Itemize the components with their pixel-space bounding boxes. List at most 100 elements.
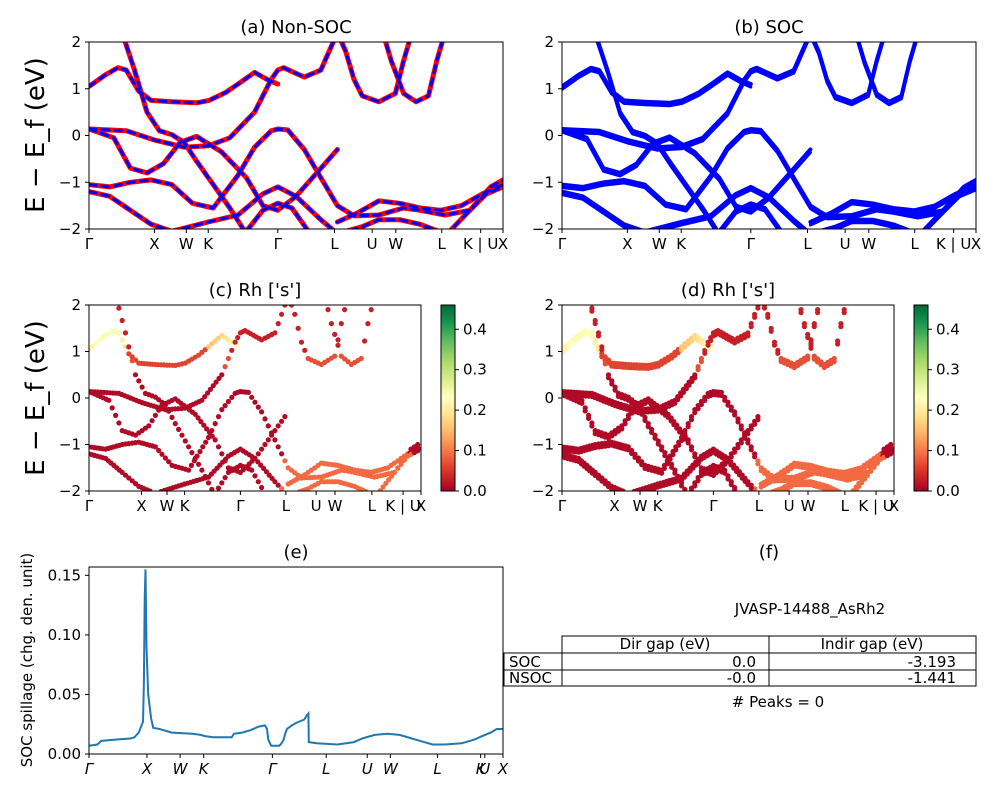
d2-pt bbox=[665, 414, 671, 420]
d2-pt bbox=[798, 310, 804, 316]
c-pt bbox=[204, 426, 210, 432]
b-blue-band-0 bbox=[562, 65, 753, 105]
c-pt bbox=[139, 384, 145, 390]
d2-pt bbox=[635, 405, 642, 411]
c-pt bbox=[179, 432, 185, 438]
panel-e-plot bbox=[89, 569, 503, 747]
d-pt bbox=[682, 486, 688, 491]
d2-pt bbox=[680, 389, 687, 395]
d2-pt bbox=[761, 305, 768, 311]
b-blue2-band-10 bbox=[856, 42, 918, 107]
c-pt bbox=[279, 451, 285, 457]
d2-pt bbox=[695, 406, 701, 412]
c-pt bbox=[255, 451, 261, 457]
c-pt bbox=[255, 404, 261, 410]
d2-pt bbox=[639, 411, 645, 417]
panel-b-ytick-label: 1 bbox=[544, 80, 554, 98]
c-pt bbox=[342, 307, 348, 313]
c-pt bbox=[195, 415, 201, 421]
panel-a-xtick-label: K | U bbox=[463, 235, 498, 253]
colorbar-c: 0.0 0.1 0.2 0.3 0.4 bbox=[440, 304, 487, 500]
c-pt bbox=[368, 307, 374, 313]
c-pt bbox=[395, 465, 401, 471]
c-pt bbox=[146, 423, 152, 429]
a-blue-band-1 bbox=[89, 42, 335, 149]
panel-f: (f) JVASP-14488_AsRh2 Dir gap (eV) Indir ga… bbox=[503, 542, 977, 711]
c-pt bbox=[222, 364, 228, 370]
colorbar-c-tick-label: 0.0 bbox=[463, 482, 487, 500]
c-pt bbox=[186, 444, 192, 450]
colorbar-d-bar bbox=[913, 304, 929, 492]
d2-pt bbox=[831, 358, 837, 365]
colorbar-c-tick-label: 0.1 bbox=[463, 442, 487, 460]
c-pt bbox=[335, 342, 341, 348]
d2-pt bbox=[671, 422, 677, 428]
panel-c-frame bbox=[88, 304, 422, 492]
c-pt bbox=[229, 347, 235, 353]
d2-pt bbox=[718, 392, 725, 398]
d2-pt bbox=[752, 454, 758, 460]
d2-pt bbox=[808, 340, 814, 346]
d2-pt bbox=[815, 310, 821, 316]
d2-pt bbox=[708, 338, 714, 344]
panel-e-xtick-label: X bbox=[497, 760, 509, 778]
c-pt bbox=[216, 375, 222, 381]
c-pt bbox=[255, 479, 261, 485]
panel-d-xtick-label: Γ bbox=[709, 497, 718, 515]
panel-e-xtick-label: K bbox=[199, 760, 210, 778]
d2-pt bbox=[685, 440, 691, 446]
b-blue2-band-7 bbox=[808, 186, 976, 227]
c-pt bbox=[169, 414, 175, 420]
c-pt bbox=[182, 438, 188, 444]
c-pt bbox=[401, 457, 407, 463]
panel-a-xtick-label: Γ bbox=[274, 235, 283, 253]
d2-pt bbox=[722, 470, 728, 476]
c-pt bbox=[259, 484, 265, 491]
c-pt bbox=[391, 469, 397, 475]
d2-pt bbox=[871, 464, 877, 470]
panel-b-xtick-label: K | U bbox=[936, 235, 971, 253]
panel-b-ytick-label: 0 bbox=[544, 127, 554, 145]
d2-pt bbox=[678, 483, 685, 489]
colorbar-c-bar bbox=[440, 304, 456, 492]
panel-a-ytick-label: 1 bbox=[71, 80, 81, 98]
panel-a-xtick-label: W bbox=[388, 235, 403, 253]
d2-pt bbox=[695, 367, 701, 373]
d2-pt bbox=[805, 356, 811, 362]
panel-c-ytick-label: −1 bbox=[59, 436, 81, 454]
panel-b-ytick-label: −2 bbox=[532, 220, 554, 238]
d2-pt bbox=[725, 402, 731, 408]
c-pt bbox=[215, 444, 222, 450]
c-pt bbox=[415, 441, 421, 448]
c-pt bbox=[398, 461, 404, 467]
c-pt bbox=[159, 451, 165, 457]
d2-pt bbox=[599, 354, 605, 360]
d2-pt bbox=[732, 449, 738, 455]
colorbar-d-tick-label: 0.2 bbox=[936, 401, 960, 419]
panel-d-ytick-label: −1 bbox=[532, 436, 554, 454]
spillage-ylabel: SOC spillage (chg. den. unit) bbox=[18, 553, 36, 768]
table-row-label: NSOC bbox=[509, 669, 552, 687]
d2-pt bbox=[692, 454, 698, 460]
c-pt bbox=[152, 412, 158, 418]
d2-pt bbox=[662, 453, 668, 459]
c-pt bbox=[192, 455, 198, 461]
d2-pt bbox=[698, 401, 705, 408]
panel-a-xtick-label: X bbox=[498, 235, 508, 253]
a-blue-band-9 bbox=[339, 42, 411, 104]
c-pt bbox=[212, 437, 218, 443]
c-pt bbox=[363, 489, 369, 491]
d2-pt bbox=[619, 426, 625, 432]
c-pt bbox=[365, 321, 371, 327]
c-pt bbox=[235, 335, 241, 341]
panel-d-plot bbox=[562, 305, 894, 491]
d-pt bbox=[836, 489, 842, 491]
d2-pt bbox=[683, 386, 689, 392]
d2-pt bbox=[688, 447, 695, 453]
b-blue2-band-5 bbox=[721, 204, 780, 229]
panel-c-xtick-label: Γ bbox=[85, 497, 94, 515]
d2-pt bbox=[685, 424, 691, 430]
